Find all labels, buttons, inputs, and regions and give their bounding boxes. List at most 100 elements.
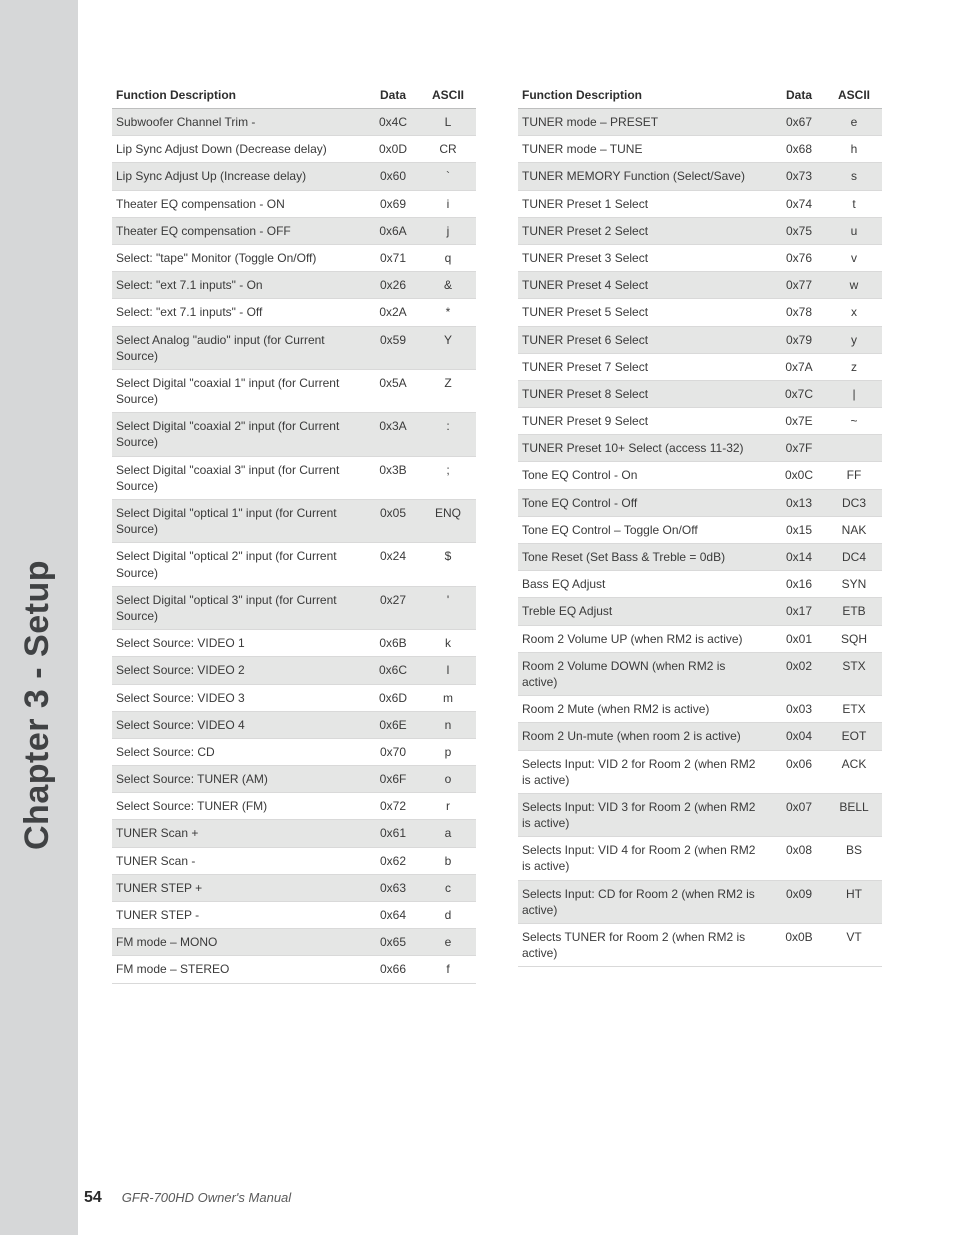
table-row: Selects Input: VID 2 for Room 2 (when RM…	[518, 750, 882, 793]
cell-data: 0x04	[772, 723, 830, 750]
table-row: Select Digital "optical 1" input (for Cu…	[112, 500, 476, 543]
cell-data: 0x78	[772, 299, 830, 326]
table-row: Lip Sync Adjust Up (Increase delay)0x60`	[112, 163, 476, 190]
cell-function: TUNER Scan -	[112, 847, 366, 874]
cell-data: 0x66	[366, 956, 424, 983]
cell-function: Treble EQ Adjust	[518, 598, 772, 625]
cell-function: TUNER Preset 3 Select	[518, 244, 772, 271]
cell-function: TUNER Preset 10+ Select (access 11-32)	[518, 435, 772, 462]
cell-ascii: ACK	[830, 750, 882, 793]
cell-ascii: ;	[424, 456, 476, 499]
cell-function: Select Source: TUNER (FM)	[112, 793, 366, 820]
command-table-right: Function Description Data ASCII TUNER mo…	[518, 82, 882, 967]
cell-ascii: f	[424, 956, 476, 983]
cell-function: TUNER Preset 1 Select	[518, 190, 772, 217]
cell-data: 0x73	[772, 163, 830, 190]
cell-ascii: m	[424, 684, 476, 711]
cell-function: Selects Input: CD for Room 2 (when RM2 i…	[518, 880, 772, 923]
cell-function: Room 2 Mute (when RM2 is active)	[518, 696, 772, 723]
cell-ascii: NAK	[830, 516, 882, 543]
cell-function: Select Digital "optical 3" input (for Cu…	[112, 586, 366, 629]
page-footer: 54 GFR-700HD Owner's Manual	[84, 1189, 291, 1207]
table-row: Room 2 Mute (when RM2 is active)0x03ETX	[518, 696, 882, 723]
cell-function: Theater EQ compensation - ON	[112, 190, 366, 217]
cell-data: 0x26	[366, 272, 424, 299]
cell-ascii: L	[424, 109, 476, 136]
table-row: FM mode – STEREO0x66f	[112, 956, 476, 983]
cell-data: 0x6A	[366, 217, 424, 244]
cell-ascii: SQH	[830, 625, 882, 652]
table-row: Selects Input: VID 4 for Room 2 (when RM…	[518, 837, 882, 880]
table-row: TUNER Preset 9 Select0x7E~	[518, 408, 882, 435]
cell-ascii: o	[424, 766, 476, 793]
cell-ascii: d	[424, 902, 476, 929]
cell-ascii: ETB	[830, 598, 882, 625]
col-header-fn: Function Description	[112, 82, 366, 109]
table-row: Selects TUNER for Room 2 (when RM2 is ac…	[518, 924, 882, 967]
cell-data: 0x01	[772, 625, 830, 652]
cell-ascii: VT	[830, 924, 882, 967]
col-header-ascii: ASCII	[424, 82, 476, 109]
cell-data: 0x3A	[366, 413, 424, 456]
cell-function: Select Source: VIDEO 4	[112, 711, 366, 738]
cell-data: 0x0C	[772, 462, 830, 489]
table-row: Theater EQ compensation - ON0x69i	[112, 190, 476, 217]
cell-ascii: j	[424, 217, 476, 244]
cell-data: 0x70	[366, 738, 424, 765]
table-row: TUNER Preset 10+ Select (access 11-32)0x…	[518, 435, 882, 462]
col-header-fn: Function Description	[518, 82, 772, 109]
cell-function: TUNER Preset 6 Select	[518, 326, 772, 353]
left-column: Function Description Data ASCII Subwoofe…	[112, 82, 476, 984]
cell-function: Room 2 Volume UP (when RM2 is active)	[518, 625, 772, 652]
cell-data: 0x6D	[366, 684, 424, 711]
cell-ascii: i	[424, 190, 476, 217]
table-row: Select: "tape" Monitor (Toggle On/Off)0x…	[112, 244, 476, 271]
cell-function: TUNER Preset 4 Select	[518, 272, 772, 299]
table-row: TUNER STEP -0x64d	[112, 902, 476, 929]
table-row: TUNER Preset 3 Select0x76v	[518, 244, 882, 271]
cell-function: FM mode – STEREO	[112, 956, 366, 983]
cell-data: 0x05	[366, 500, 424, 543]
table-row: TUNER Preset 5 Select0x78x	[518, 299, 882, 326]
cell-ascii: a	[424, 820, 476, 847]
content-area: Function Description Data ASCII Subwoofe…	[112, 82, 882, 984]
cell-data: 0x7F	[772, 435, 830, 462]
cell-data: 0x0D	[366, 136, 424, 163]
table-row: Select Analog "audio" input (for Current…	[112, 326, 476, 369]
cell-data: 0x6E	[366, 711, 424, 738]
cell-ascii: r	[424, 793, 476, 820]
manual-title: GFR-700HD Owner's Manual	[122, 1190, 291, 1205]
cell-function: Select Digital "coaxial 1" input (for Cu…	[112, 369, 366, 412]
cell-function: Select Source: TUNER (AM)	[112, 766, 366, 793]
cell-data: 0x0B	[772, 924, 830, 967]
cell-function: Select Source: VIDEO 2	[112, 657, 366, 684]
table-row: Select Source: VIDEO 20x6Cl	[112, 657, 476, 684]
table-row: Select Source: CD0x70p	[112, 738, 476, 765]
command-table-left: Function Description Data ASCII Subwoofe…	[112, 82, 476, 984]
table-row: Select Digital "optical 3" input (for Cu…	[112, 586, 476, 629]
cell-ascii: q	[424, 244, 476, 271]
col-header-data: Data	[772, 82, 830, 109]
table-row: Select: "ext 7.1 inputs" - Off0x2A*	[112, 299, 476, 326]
cell-data: 0x71	[366, 244, 424, 271]
cell-ascii: ENQ	[424, 500, 476, 543]
cell-function: Tone EQ Control - On	[518, 462, 772, 489]
cell-data: 0x63	[366, 874, 424, 901]
cell-ascii: FF	[830, 462, 882, 489]
table-row: Tone Reset (Set Bass & Treble = 0dB)0x14…	[518, 544, 882, 571]
table-row: TUNER Preset 2 Select0x75u	[518, 217, 882, 244]
table-row: Bass EQ Adjust0x16SYN	[518, 571, 882, 598]
table-row: Treble EQ Adjust0x17ETB	[518, 598, 882, 625]
table-row: TUNER Preset 6 Select0x79y	[518, 326, 882, 353]
cell-data: 0x68	[772, 136, 830, 163]
cell-ascii: t	[830, 190, 882, 217]
cell-function: TUNER Preset 9 Select	[518, 408, 772, 435]
table-row: TUNER Preset 8 Select0x7C|	[518, 380, 882, 407]
cell-data: 0x08	[772, 837, 830, 880]
cell-data: 0x61	[366, 820, 424, 847]
cell-ascii: ETX	[830, 696, 882, 723]
cell-function: Theater EQ compensation - OFF	[112, 217, 366, 244]
table-row: Select Digital "optical 2" input (for Cu…	[112, 543, 476, 586]
cell-function: Select: "ext 7.1 inputs" - On	[112, 272, 366, 299]
cell-function: Select Source: VIDEO 3	[112, 684, 366, 711]
